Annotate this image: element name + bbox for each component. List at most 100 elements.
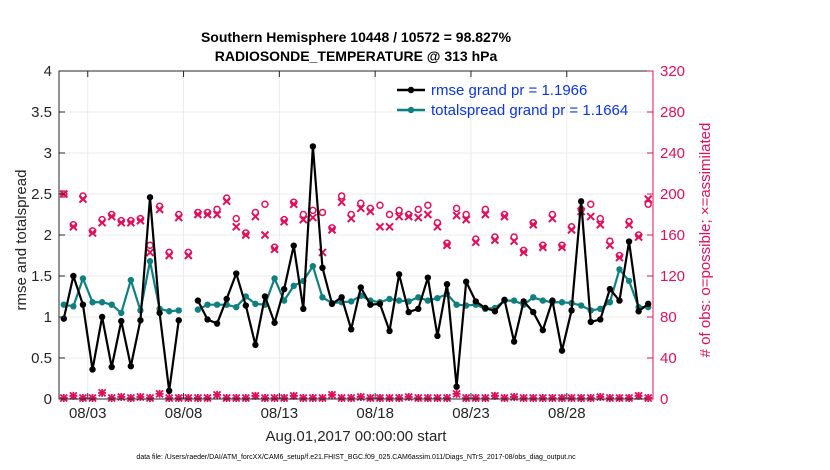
assimilated-obs-marker	[481, 210, 490, 219]
rejected-obs-marker	[78, 393, 88, 403]
assimilated-obs-marker	[375, 222, 385, 232]
rejected-obs-marker	[414, 393, 423, 403]
totalspread-point	[127, 276, 135, 284]
totalspread-point	[204, 301, 211, 308]
assimilated-obs-marker	[634, 232, 643, 242]
rmse-point	[367, 301, 374, 308]
assimilated-obs-marker	[232, 222, 241, 232]
y-right-tick-label: 320	[660, 63, 685, 80]
possible-obs-marker	[337, 192, 346, 200]
assimilated-obs-marker	[461, 215, 471, 224]
rejected-obs-marker	[280, 393, 289, 403]
rmse-point	[213, 320, 221, 327]
ticks: 08/03 08/08 08/13 08/18 08/23 08/28 0 0.5 1 1.5 2 2…	[31, 63, 685, 422]
rmse-point	[204, 316, 211, 323]
possible-obs-marker	[357, 199, 365, 207]
rejected-obs-marker	[548, 393, 557, 403]
rejected-obs-marker	[509, 392, 519, 402]
y-left-tick-label: 3	[44, 145, 52, 162]
totalspread-point	[453, 301, 460, 308]
assimilated-obs-marker	[88, 228, 97, 238]
rejected-obs-marker	[145, 393, 155, 403]
y-right-tick-label: 160	[660, 227, 685, 244]
assimilated-obs-marker	[567, 225, 576, 235]
assimilated-obs-marker	[366, 207, 375, 216]
assimilated-obs-marker	[356, 204, 365, 213]
y-right-tick-label: 200	[660, 186, 685, 203]
assimilated-obs-marker	[299, 215, 308, 224]
plot-area: 08/03 08/08 08/13 08/18 08/23 08/28 0 0.5 1 1.5 2 2…	[31, 63, 685, 422]
rejected-obs-marker	[299, 393, 308, 403]
rejected-obs-marker	[557, 393, 567, 403]
rejected-obs-marker	[184, 393, 193, 403]
totalspread-point	[424, 297, 432, 304]
rejected-obs-marker	[232, 393, 241, 403]
assimilated-obs-marker	[452, 211, 461, 220]
rejected-obs-marker	[289, 391, 298, 401]
rejected-obs-marker	[88, 393, 97, 403]
possible-obs-marker	[385, 210, 394, 219]
rmse-point	[625, 238, 633, 245]
rejected-obs-marker	[222, 393, 231, 403]
totalspread-point	[309, 262, 317, 270]
rejected-obs-marker	[308, 393, 318, 403]
totalspread-point	[597, 305, 604, 312]
assimilated-obs-marker	[500, 212, 509, 221]
assimilated-obs-marker	[394, 212, 404, 221]
assimilated-obs-marker	[241, 230, 251, 240]
rejected-obs-marker	[624, 393, 634, 403]
rmse-point	[549, 297, 556, 304]
x-tick-label: 08/18	[356, 405, 394, 422]
assimilated-obs-marker	[509, 236, 519, 246]
possible-obs-marker	[395, 206, 403, 215]
rmse-point	[223, 295, 230, 303]
rmse-point	[462, 278, 470, 285]
totalspread-point	[252, 300, 259, 308]
rejected-obs-marker	[375, 393, 385, 403]
rejected-obs-marker	[107, 393, 116, 403]
rmse-point	[606, 285, 614, 293]
rejected-obs-marker	[327, 390, 337, 400]
y-left-tick-label: 4	[44, 63, 52, 80]
rmse-point	[530, 308, 537, 316]
rmse-point	[137, 317, 144, 324]
assimilated-obs-marker	[155, 205, 164, 214]
possible-obs-marker	[424, 201, 432, 210]
rejected-obs-marker	[318, 393, 327, 403]
rmse-point	[89, 366, 96, 373]
rmse-point	[520, 298, 527, 305]
possible-obs-marker	[462, 210, 470, 219]
totalspread-point	[194, 306, 202, 313]
assimilated-obs-marker	[529, 220, 538, 229]
rmse-point	[309, 143, 317, 150]
rmse-point	[453, 383, 460, 390]
y-right-tick-label: 120	[660, 268, 685, 285]
rejected-obs-marker	[442, 393, 452, 403]
rmse-point	[434, 332, 441, 340]
rmse-point	[165, 387, 173, 394]
rmse-point	[127, 363, 135, 370]
assimilated-obs-marker	[337, 197, 346, 207]
assimilated-obs-marker	[174, 213, 183, 222]
totalspread-point	[319, 294, 326, 301]
legend-rmse-label: rmse grand pr = 1.1966	[431, 82, 587, 99]
rejected-obs-marker	[452, 389, 461, 399]
rmse-point	[338, 294, 345, 301]
totalspread-point	[577, 302, 585, 309]
x-axis-label: Aug.01,2017 00:00:00 start	[266, 428, 448, 445]
rmse-point	[108, 363, 115, 371]
y-left-tick-label: 0.5	[31, 350, 52, 367]
assimilated-obs-marker	[644, 194, 653, 204]
rmse-point	[558, 347, 566, 354]
rejected-obs-marker	[165, 393, 174, 403]
rmse-point	[233, 270, 240, 277]
assimilated-obs-marker	[557, 243, 567, 252]
rmse-point	[597, 316, 604, 323]
totalspread-point	[175, 307, 182, 314]
chart-title-line1: Southern Hemisphere 10448 / 10572 = 98.8…	[201, 29, 512, 45]
rejected-obs-marker	[69, 391, 78, 401]
totalspread-point	[213, 301, 221, 308]
rmse-point	[98, 313, 106, 321]
assimilated-obs-marker	[212, 210, 222, 219]
rmse-point	[194, 297, 202, 304]
